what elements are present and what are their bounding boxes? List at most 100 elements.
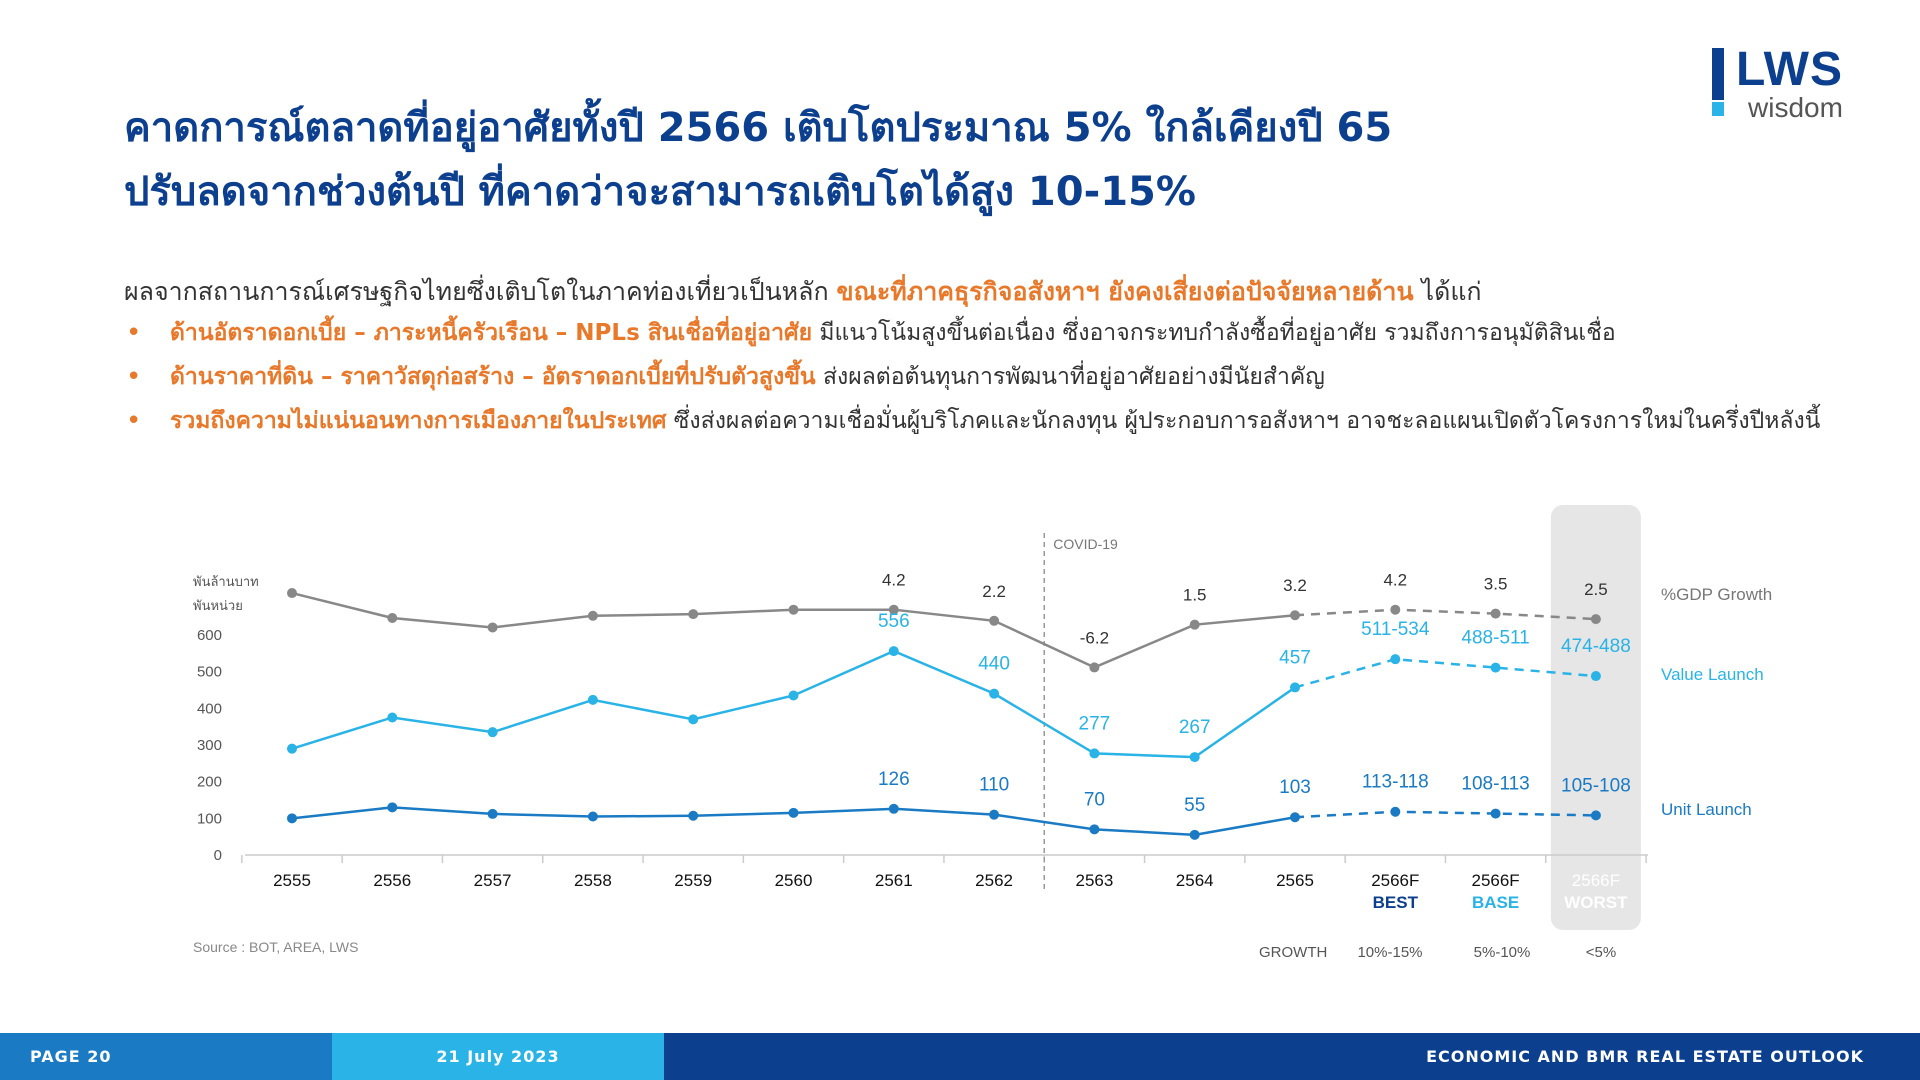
- scenario-label: WORST: [1564, 893, 1628, 912]
- data-point: [287, 743, 297, 754]
- data-point: [989, 615, 1000, 626]
- data-point: [1089, 748, 1100, 759]
- data-label: 457: [1279, 647, 1311, 668]
- data-label: -6.2: [1080, 628, 1109, 647]
- series-forecast-line: [1294, 657, 1597, 689]
- data-label: 70: [1084, 789, 1105, 810]
- data-label: 55: [1184, 795, 1205, 816]
- y-tick-label: 400: [197, 700, 222, 717]
- bullet-highlight: ด้านราคาที่ดิน – ราคาวัสดุก่อสร้าง – อัต…: [170, 364, 816, 390]
- data-point: [688, 714, 699, 725]
- data-point: [487, 727, 498, 738]
- x-tick-label: 2556: [373, 871, 411, 890]
- x-tick-label: 2566F: [1471, 871, 1519, 890]
- data-label: 108-113: [1461, 774, 1529, 795]
- data-point: [1189, 619, 1200, 630]
- data-label: 126: [878, 769, 910, 790]
- series-forecast-line: [1294, 810, 1596, 819]
- x-tick-label: 2557: [474, 871, 512, 890]
- y-tick-label: 100: [197, 810, 222, 827]
- title-line-1: คาดการณ์ตลาดที่อยู่อาศัยทั้งปี 2566 เติบ…: [124, 105, 1393, 151]
- logo-name: LWS: [1736, 43, 1843, 96]
- data-point: [587, 694, 598, 705]
- data-label: 277: [1079, 713, 1111, 734]
- data-point: [487, 808, 498, 819]
- data-point: [888, 803, 899, 814]
- logo-bar-dark: [1712, 48, 1724, 100]
- data-label: 2.2: [982, 582, 1006, 601]
- series-line: [291, 591, 1296, 669]
- y-tick-label: 600: [197, 627, 222, 644]
- risk-bullet-list: • ด้านอัตราดอกเบี้ย – ภาระหนี้ครัวเรือน –…: [124, 316, 1820, 448]
- data-point: [989, 688, 1000, 699]
- title-line-2: ปรับลดจากช่วงต้นปี ที่คาดว่าจะสามารถเติบ…: [124, 169, 1196, 215]
- intro-text: ผลจากสถานการณ์เศรษฐกิจไทยซึ่งเติบโตในภาค…: [124, 272, 1482, 312]
- data-point: [1490, 808, 1501, 819]
- risk-bullet-1: • ด้านอัตราดอกเบี้ย – ภาระหนี้ครัวเรือน –…: [124, 316, 1820, 360]
- data-point: [1189, 752, 1200, 763]
- covid-label: COVID-19: [1053, 536, 1118, 552]
- series-line: [291, 649, 1296, 759]
- data-point: [1390, 604, 1401, 615]
- footer-date: 21 July 2023: [332, 1033, 664, 1080]
- x-tick-label: 2560: [775, 871, 813, 890]
- data-point: [788, 690, 799, 701]
- data-label: 474-488: [1561, 636, 1631, 657]
- data-label: 2.5: [1584, 580, 1608, 599]
- data-point: [1590, 671, 1601, 682]
- series-forecast-line: [1294, 608, 1596, 621]
- data-point: [688, 810, 699, 821]
- x-tick-label: 2566F: [1371, 871, 1419, 890]
- bullet-dot-icon: •: [126, 318, 142, 348]
- data-label: 103: [1279, 777, 1311, 798]
- data-label: 3.2: [1283, 576, 1307, 595]
- data-point: [688, 609, 699, 620]
- risk-bullet-3: • รวมถึงความไม่แน่นอนทางการเมืองภายในประเ…: [124, 404, 1820, 448]
- data-label: 4.2: [1383, 571, 1407, 590]
- data-point: [1490, 608, 1501, 619]
- growth-label: GROWTH: [1259, 944, 1327, 961]
- x-tick-label: 2562: [975, 871, 1013, 890]
- data-point: [989, 809, 1000, 820]
- legend-label: %GDP Growth: [1661, 585, 1772, 604]
- data-point: [1390, 654, 1401, 665]
- footer-bar: PAGE 20 21 July 2023 ECONOMIC AND BMR RE…: [0, 1033, 1920, 1080]
- legend-label: Unit Launch: [1661, 800, 1752, 819]
- bullet-text: ซึ่งส่งผลต่อความเชื่อมั่นผู้บริโภคและนัก…: [666, 408, 1821, 434]
- data-point: [1490, 662, 1501, 673]
- data-point: [587, 811, 598, 822]
- bullet-highlight: รวมถึงความไม่แน่นอนทางการเมืองภายในประเท…: [170, 408, 667, 434]
- bullet-highlight: ด้านอัตราดอกเบี้ย – ภาระหนี้ครัวเรือน – …: [170, 320, 813, 346]
- x-tick-label: 2566F: [1572, 871, 1620, 890]
- worst-scenario-band: [1550, 505, 1641, 930]
- data-label: 1.5: [1183, 586, 1207, 605]
- data-label: 511-534: [1361, 619, 1430, 640]
- data-point: [1290, 682, 1300, 693]
- data-label: 3.5: [1484, 575, 1508, 594]
- x-tick-label: 2563: [1075, 871, 1113, 890]
- x-tick-label: 2564: [1176, 871, 1214, 890]
- data-point: [287, 813, 297, 824]
- data-point: [487, 622, 498, 633]
- bullet-text: มีแนวโน้มสูงขึ้นต่อเนื่อง ซึ่งอาจกระทบกำ…: [812, 320, 1616, 346]
- scenario-label: BASE: [1472, 893, 1519, 912]
- footer-page-number: PAGE 20: [0, 1033, 332, 1080]
- intro-body: ผลจากสถานการณ์เศรษฐกิจไทยซึ่งเติบโตในภาค…: [124, 277, 837, 306]
- page-title: คาดการณ์ตลาดที่อยู่อาศัยทั้งปี 2566 เติบ…: [124, 96, 1584, 224]
- legend-label: Value Launch: [1661, 665, 1764, 684]
- data-point: [287, 588, 297, 599]
- source-note: Source : BOT, AREA, LWS: [193, 939, 358, 955]
- x-tick-label: 2555: [273, 871, 311, 890]
- data-point: [1590, 810, 1601, 821]
- y-tick-label: 300: [197, 737, 222, 754]
- data-point: [1390, 806, 1401, 817]
- data-point: [788, 604, 799, 615]
- data-label: 113-118: [1362, 772, 1429, 793]
- growth-value: 10%-15%: [1357, 944, 1422, 961]
- scenario-label: BEST: [1373, 893, 1419, 912]
- data-label: 440: [978, 654, 1010, 675]
- data-point: [387, 712, 398, 723]
- y-tick-label: 200: [197, 774, 222, 791]
- data-label: 267: [1179, 717, 1211, 738]
- data-point: [1290, 812, 1300, 823]
